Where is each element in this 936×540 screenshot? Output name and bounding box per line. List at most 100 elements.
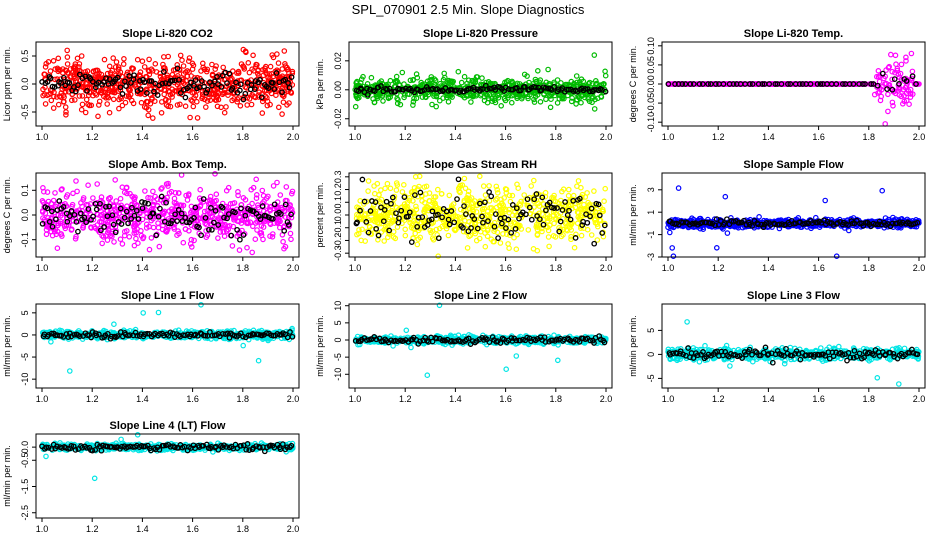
data-point xyxy=(219,91,226,98)
data-point xyxy=(64,54,71,60)
reference-point xyxy=(122,78,128,85)
reference-point xyxy=(60,74,67,81)
reference-point xyxy=(128,80,134,86)
y-tick-label: 1 xyxy=(646,210,656,215)
reference-point xyxy=(258,94,265,101)
reference-point xyxy=(279,89,285,96)
data-point xyxy=(602,68,608,75)
y-tick-label: -1 xyxy=(646,231,656,239)
panel-title: Slope Li-820 Pressure xyxy=(423,28,538,40)
x-tick-label: 1.4 xyxy=(449,263,462,273)
data-point xyxy=(150,188,156,195)
data-point xyxy=(98,87,104,94)
data-point xyxy=(276,74,283,80)
data-point xyxy=(76,64,82,70)
data-point xyxy=(155,220,161,226)
data-point xyxy=(150,115,156,121)
y-axis-label: degrees C per min. xyxy=(2,177,12,254)
panel-4: Slope Amb. Box Temp.degrees C per min.1.… xyxy=(2,159,300,273)
reference-point xyxy=(233,79,239,86)
data-point xyxy=(74,55,81,62)
data-point xyxy=(269,52,276,58)
reference-point xyxy=(44,78,51,85)
data-point xyxy=(722,193,729,200)
data-point xyxy=(78,106,85,113)
data-point xyxy=(113,198,120,204)
data-point xyxy=(145,107,152,113)
data-point xyxy=(121,55,127,62)
data-point xyxy=(62,67,69,74)
data-point xyxy=(547,104,554,111)
data-point xyxy=(365,188,371,194)
data-point xyxy=(565,192,572,199)
reference-point xyxy=(117,84,124,91)
series-points xyxy=(665,185,922,260)
x-tick-label: 1.6 xyxy=(812,263,825,273)
data-point xyxy=(69,97,75,104)
data-point xyxy=(573,73,580,79)
reference-point xyxy=(226,70,233,77)
data-point xyxy=(78,83,84,90)
data-point xyxy=(106,109,113,116)
data-point xyxy=(104,70,111,77)
data-point xyxy=(70,65,77,71)
y-tick-label: 0.0 xyxy=(20,78,30,91)
data-point xyxy=(274,86,281,93)
data-point xyxy=(126,234,133,240)
data-point xyxy=(115,66,122,73)
data-point xyxy=(125,78,131,85)
data-point xyxy=(234,99,241,105)
data-point xyxy=(262,67,269,74)
data-point xyxy=(249,200,255,207)
reference-point xyxy=(237,236,243,243)
data-point xyxy=(530,177,537,184)
data-point xyxy=(88,102,95,109)
reference-point xyxy=(119,91,126,97)
data-point xyxy=(221,233,228,240)
data-point xyxy=(189,66,196,72)
data-point xyxy=(476,173,483,180)
x-tick-label: 1.2 xyxy=(712,132,725,142)
data-point xyxy=(446,192,453,199)
reference-point xyxy=(270,80,276,86)
y-tick-label: -0.1 xyxy=(333,220,343,236)
x-tick-label: 1.8 xyxy=(550,132,563,142)
reference-point xyxy=(75,82,81,88)
reference-point xyxy=(285,80,291,86)
data-point xyxy=(120,61,127,67)
reference-point xyxy=(66,80,73,86)
data-point xyxy=(110,55,117,61)
reference-point xyxy=(148,78,155,84)
data-point xyxy=(455,68,462,75)
data-point xyxy=(142,188,148,194)
reference-point xyxy=(106,76,113,82)
data-point xyxy=(390,228,397,235)
reference-point xyxy=(209,82,215,89)
data-point xyxy=(434,186,441,193)
data-point xyxy=(545,234,552,240)
data-point xyxy=(146,71,153,78)
data-point xyxy=(554,100,561,106)
data-point xyxy=(286,100,292,106)
data-point xyxy=(508,99,515,106)
data-point xyxy=(82,109,89,116)
data-point xyxy=(578,99,584,106)
data-point xyxy=(394,224,401,230)
data-point xyxy=(117,195,124,202)
data-point xyxy=(537,99,544,105)
data-point xyxy=(85,182,91,189)
data-point xyxy=(194,98,200,105)
data-point xyxy=(46,91,52,98)
data-point xyxy=(180,63,187,69)
x-tick-label: 1.8 xyxy=(550,263,563,273)
data-point xyxy=(143,87,149,94)
data-point xyxy=(908,50,915,57)
data-point xyxy=(252,236,259,243)
data-point xyxy=(178,87,184,93)
data-point xyxy=(506,245,512,252)
data-point xyxy=(666,229,673,236)
reference-point xyxy=(273,70,280,76)
data-point xyxy=(133,235,139,242)
data-point xyxy=(172,88,178,94)
